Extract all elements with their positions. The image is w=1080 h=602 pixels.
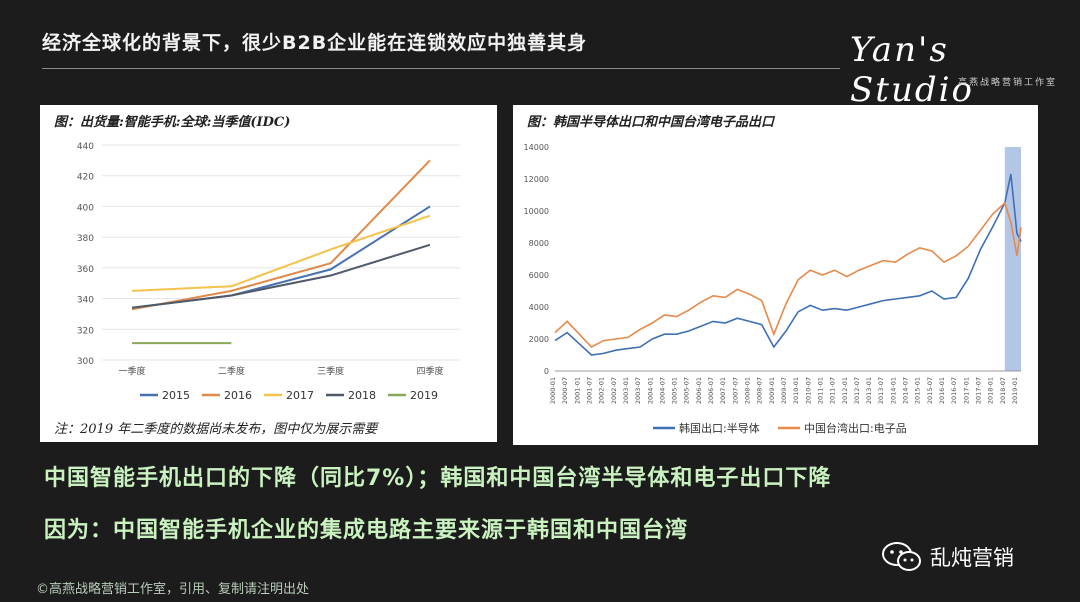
x-tick-label: 2004-07 — [658, 377, 666, 404]
x-tick-label: 三季度 — [317, 365, 344, 377]
statement-line-1: 中国智能手机出口的下降（同比7%）；韩国和中国台湾半导体和电子出口下降 — [44, 466, 832, 491]
y-tick-label: 420 — [77, 173, 94, 183]
statement-line-2: 因为：中国智能手机企业的集成电路主要来源于韩国和中国台湾 — [44, 518, 689, 543]
x-tick-label: 2017-07 — [974, 377, 982, 404]
y-tick-label: 0 — [544, 367, 549, 376]
smartphone-shipments-chart: 300 320 340 360 380 400 420 440 一季度 二季度 三季度 四季度 2015… — [77, 142, 460, 402]
left-chart-title: 图：出货量:智能手机:全球:当季值(IDC) — [54, 115, 291, 130]
x-tick-label: 二季度 — [218, 365, 245, 377]
y-tick-label: 300 — [77, 357, 94, 367]
x-tick-label: 2001-01 — [573, 377, 581, 404]
x-tick-label: 2015-07 — [926, 377, 934, 404]
right-chart-title: 图：韩国半导体出口和中国台湾电子品出口 — [527, 115, 775, 130]
wechat-icon — [882, 542, 921, 571]
studio-logo: Yan's Studio 高燕战略营销工作室 — [850, 30, 1060, 110]
exports-panel: 图：韩国半导体出口和中国台湾电子品出口 0 2000 4000 6000 8000 100… — [513, 105, 1038, 445]
x-tick-label: 2017-01 — [962, 377, 970, 404]
x-tick-label: 2006-01 — [695, 377, 703, 404]
y-tick-label: 340 — [77, 296, 94, 306]
series-line-2018 — [131, 243, 431, 309]
series-line-2017 — [131, 214, 431, 292]
wechat-account: 乱炖营销 — [880, 540, 1060, 576]
y-tick-label: 440 — [77, 142, 94, 152]
x-tick-label: 2007-01 — [719, 377, 727, 404]
legend-label: 2017 — [286, 389, 314, 402]
x-tick-label: 2018-07 — [999, 377, 1007, 404]
x-tick-label: 2009-01 — [768, 377, 776, 404]
legend-label: 2016 — [224, 389, 252, 402]
logo-subtitle: 高燕战略营销工作室 — [958, 78, 1058, 88]
x-tick-label: 2016-07 — [950, 377, 958, 404]
y-tick-label: 400 — [77, 203, 94, 213]
x-tick-label: 2008-07 — [756, 377, 764, 404]
x-tick-label: 2002-01 — [598, 377, 606, 404]
x-tick-label: 2010-01 — [792, 377, 800, 404]
y-tick-label: 6000 — [529, 271, 549, 280]
x-tick-label: 2018-01 — [987, 377, 995, 404]
x-tick-label: 2014-01 — [889, 377, 897, 404]
legend-label: 中国台湾出口:电子品 — [804, 421, 907, 435]
logo-wordmark: Yan's Studio — [850, 30, 974, 110]
x-tick-label: 2001-07 — [585, 377, 593, 404]
x-tick-label: 2002-07 — [610, 377, 618, 404]
x-tick-label: 2008-01 — [744, 377, 752, 404]
y-tick-label: 360 — [77, 265, 94, 275]
x-tick-label: 2007-07 — [731, 377, 739, 404]
x-tick-label: 2011-07 — [829, 377, 837, 404]
x-tick-label: 2019-01 — [1011, 377, 1019, 404]
x-tick-label: 2014-07 — [902, 377, 910, 404]
x-tick-label: 2016-01 — [938, 377, 946, 404]
series-line — [554, 201, 1022, 348]
x-tick-label: 一季度 — [118, 365, 145, 377]
highlight-band — [1004, 147, 1021, 371]
x-tick-label: 2013-07 — [877, 377, 885, 404]
x-tick-label: 2000-07 — [561, 377, 569, 404]
series-line — [554, 174, 1022, 356]
x-tick-label: 2003-01 — [622, 377, 630, 404]
x-tick-label: 2013-01 — [865, 377, 873, 404]
wechat-name: 乱炖营销 — [930, 546, 1014, 570]
legend-label: 2018 — [348, 389, 376, 402]
title-divider — [42, 68, 840, 69]
x-tick-label: 2006-07 — [707, 377, 715, 404]
y-tick-label: 380 — [77, 234, 94, 244]
x-tick-label: 2003-07 — [634, 377, 642, 404]
smartphone-shipments-panel: 图：出货量:智能手机:全球:当季值(IDC) 300 320 340 360 380 40… — [40, 105, 497, 442]
y-tick-label: 12000 — [524, 175, 549, 184]
slide-title: 经济全球化的背景下，很少B2B企业能在连锁效应中独善其身 — [42, 32, 588, 54]
y-tick-label: 10000 — [524, 207, 549, 216]
legend-label: 2015 — [162, 389, 190, 402]
series-line-2016 — [131, 159, 431, 311]
y-tick-label: 320 — [77, 326, 94, 336]
x-tick-label: 2010-07 — [804, 377, 812, 404]
x-tick-label: 2009-07 — [780, 377, 788, 404]
copyright-footer: ©高燕战略营销工作室，引用、复制请注明出处 — [36, 582, 310, 597]
x-tick-label: 2011-01 — [816, 377, 824, 404]
y-tick-label: 4000 — [529, 303, 549, 312]
x-tick-label: 2012-07 — [853, 377, 861, 404]
legend-label: 2019 — [410, 389, 438, 402]
x-tick-label: 2000-01 — [549, 377, 557, 404]
x-tick-label: 2012-01 — [841, 377, 849, 404]
x-tick-label: 2004-01 — [646, 377, 654, 404]
x-tick-label: 2015-01 — [914, 377, 922, 404]
y-tick-label: 8000 — [529, 239, 549, 248]
exports-chart: 0 2000 4000 6000 8000 10000 12000 14000 2000-01 2… — [524, 143, 1022, 435]
left-chart-note: 注：2019 年二季度的数据尚未发布，图中仅为展示需要 — [54, 422, 378, 437]
legend-label: 韩国出口:半导体 — [679, 421, 760, 435]
y-tick-label: 2000 — [529, 335, 549, 344]
x-tick-label: 2005-01 — [671, 377, 679, 404]
x-tick-label: 2005-07 — [683, 377, 691, 404]
x-tick-label: 四季度 — [416, 365, 443, 377]
y-tick-label: 14000 — [524, 143, 549, 152]
series-line-2015 — [131, 205, 431, 309]
